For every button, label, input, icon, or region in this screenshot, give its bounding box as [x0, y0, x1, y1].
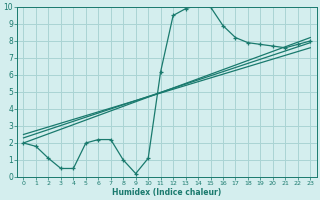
X-axis label: Humidex (Indice chaleur): Humidex (Indice chaleur) [112, 188, 221, 197]
